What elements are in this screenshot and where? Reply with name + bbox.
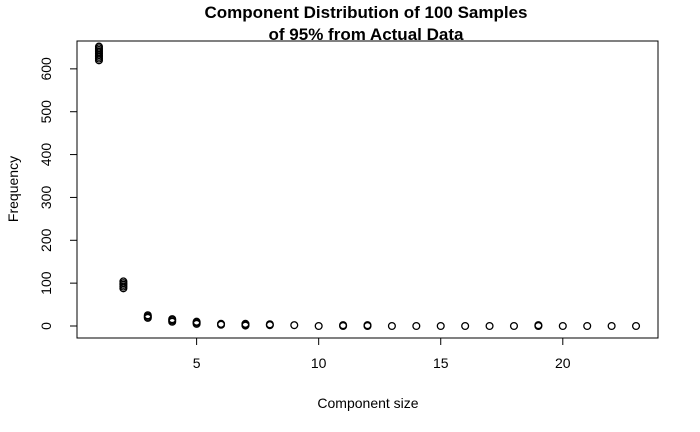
data-point xyxy=(583,321,592,331)
chart-title-line-2: of 95% from Actual Data xyxy=(269,25,464,44)
data-point xyxy=(387,321,396,331)
data-point xyxy=(485,321,494,331)
x-axis: 5 10 15 20 xyxy=(98,337,637,371)
y-tick-label: 0 xyxy=(38,322,54,330)
data-point xyxy=(558,321,567,331)
data-point xyxy=(265,320,274,329)
data-point xyxy=(241,319,250,328)
chart-title-line-1: Component Distribution of 100 Samples xyxy=(204,3,527,22)
data-point xyxy=(412,321,421,331)
data-point xyxy=(168,315,177,324)
data-point xyxy=(216,319,226,328)
data-point xyxy=(119,277,128,286)
data-point xyxy=(436,321,445,331)
x-tick-label: 15 xyxy=(433,355,449,371)
data-point xyxy=(192,317,201,326)
data-point xyxy=(461,321,470,331)
x-tick-label: 20 xyxy=(555,355,571,371)
y-tick-label: 300 xyxy=(38,186,54,210)
plot-frame xyxy=(76,40,659,339)
data-points xyxy=(94,42,641,331)
data-point xyxy=(290,321,299,330)
x-axis-label: Component size xyxy=(317,395,418,411)
x-tick-label: 5 xyxy=(193,355,201,371)
data-point xyxy=(143,311,152,320)
x-tick-label: 10 xyxy=(311,355,327,371)
y-tick-label: 600 xyxy=(38,57,54,81)
y-axis-label: Frequency xyxy=(5,156,21,222)
y-tick-label: 400 xyxy=(38,143,54,167)
y-tick-label: 500 xyxy=(38,100,54,124)
data-point xyxy=(631,321,641,331)
data-point xyxy=(363,321,372,330)
data-point xyxy=(509,321,519,331)
data-point xyxy=(607,321,616,331)
data-point xyxy=(534,321,543,330)
y-axis: 0 100 200 300 400 500 600 xyxy=(38,57,78,330)
data-point xyxy=(94,42,104,51)
data-point xyxy=(314,321,323,331)
y-tick-label: 200 xyxy=(38,228,54,252)
data-point xyxy=(339,321,348,330)
y-tick-label: 100 xyxy=(38,271,54,295)
